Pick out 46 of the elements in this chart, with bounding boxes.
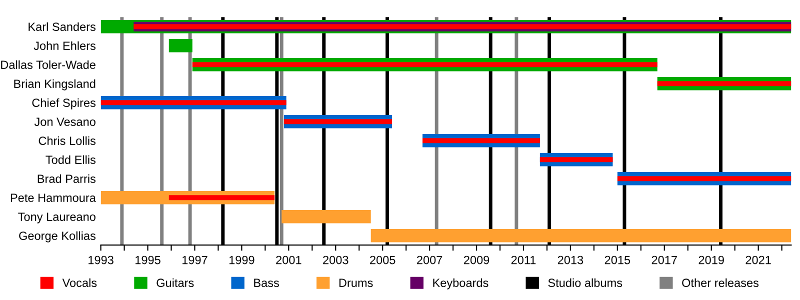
- bar: [370, 228, 792, 242]
- bar: [422, 138, 540, 144]
- x-tick-label: 2015: [604, 256, 630, 264]
- legend-label: Studio albums: [548, 278, 622, 288]
- x-tick-label: 2003: [323, 256, 348, 264]
- y-tick-label: George Kollias: [19, 231, 96, 242]
- y-tick-label: Pete Hammoura: [10, 194, 96, 202]
- y-tick-label: Brian Kingsland: [14, 79, 96, 90]
- y-tick-label: Tony Laureano: [18, 212, 96, 224]
- legend-label: Vocals: [62, 278, 97, 288]
- x-tick-label: 2017: [652, 256, 677, 264]
- legend-label: Bass: [254, 278, 279, 288]
- x-tick-label: 2021: [746, 256, 771, 264]
- bar: [168, 195, 275, 200]
- x-tick-label: 2011: [511, 256, 536, 264]
- y-tick-label: Brad Parris: [38, 174, 96, 183]
- x-tick-label: 2001: [276, 256, 302, 264]
- y-tick-label: Chief Spires: [32, 98, 96, 110]
- legend-label: Keyboards: [433, 278, 488, 290]
- y-tick-label: Dallas Toler-Wade: [1, 60, 96, 69]
- bar: [168, 38, 192, 52]
- x-tick-label: 2007: [417, 256, 442, 264]
- y-tick-label: Todd Ellis: [46, 155, 96, 164]
- x-tick-label: 2005: [370, 256, 396, 264]
- y-tick-label: Karl Sanders: [28, 22, 96, 31]
- y-tick-label: John Ehlers: [34, 41, 96, 50]
- y-tick-label: Chris Lollis: [38, 136, 96, 145]
- bar: [192, 62, 658, 68]
- legend-label: Guitars: [156, 278, 194, 288]
- x-tick-label: 1995: [136, 256, 160, 264]
- bar: [657, 81, 792, 86]
- legend-label: Other releases: [682, 278, 759, 288]
- bar: [282, 210, 371, 224]
- x-tick-label: 2019: [698, 256, 724, 264]
- bar: [284, 119, 392, 124]
- x-tick-label: 1997: [182, 256, 208, 264]
- x-tick-label: 1993: [88, 256, 114, 264]
- bar: [100, 100, 286, 106]
- bar: [617, 176, 792, 182]
- legend-label: Drums: [339, 278, 373, 288]
- bar: [540, 157, 613, 162]
- x-tick-label: 2013: [558, 256, 584, 264]
- x-tick-label: 2009: [464, 256, 490, 264]
- x-tick-label: 1999: [229, 256, 254, 264]
- bar: [134, 24, 792, 30]
- y-tick-label: Jon Vesano: [34, 118, 96, 126]
